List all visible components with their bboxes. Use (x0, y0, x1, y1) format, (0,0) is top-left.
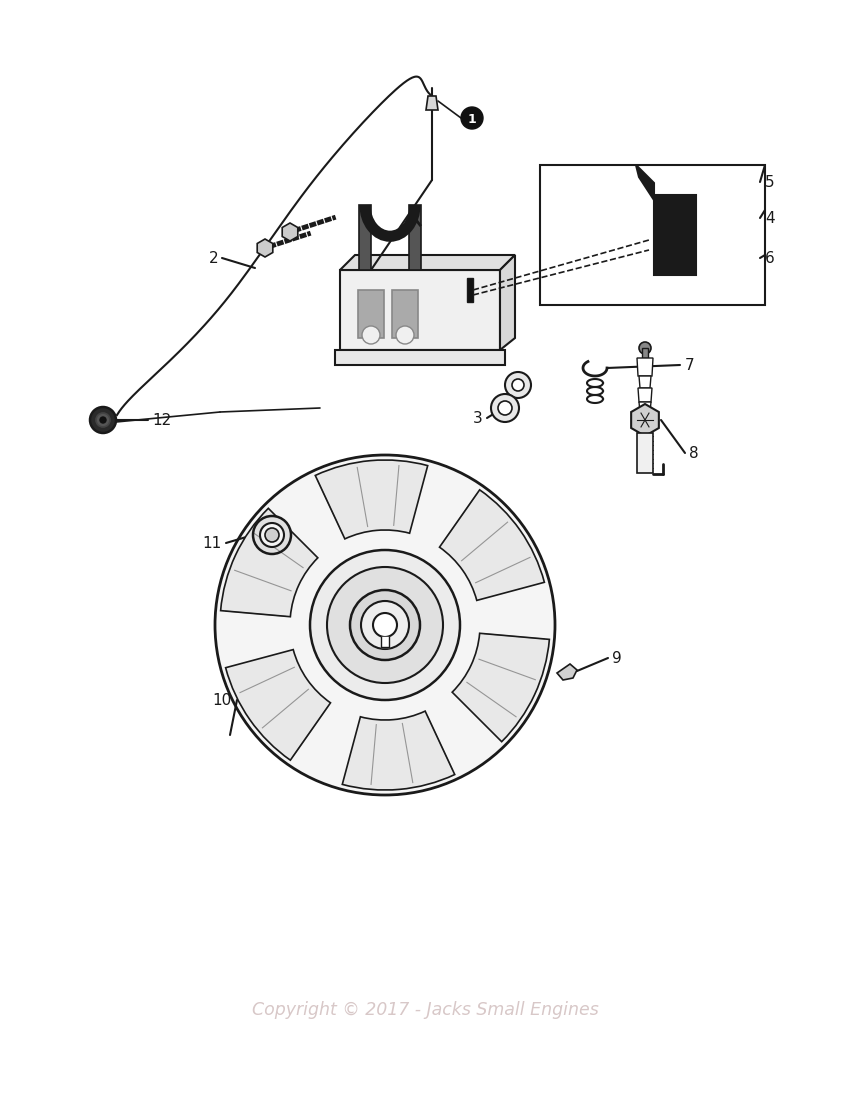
Polygon shape (340, 270, 500, 350)
Circle shape (491, 393, 519, 422)
Text: 1: 1 (468, 113, 476, 126)
Bar (654, 195, 696, 275)
Wedge shape (221, 508, 318, 616)
Polygon shape (632, 404, 659, 436)
Circle shape (350, 590, 420, 660)
Polygon shape (639, 376, 651, 388)
Circle shape (361, 601, 409, 649)
Text: Jacks
Small Engines: Jacks Small Engines (264, 566, 506, 634)
Text: 12: 12 (152, 412, 171, 427)
Circle shape (505, 372, 531, 398)
Polygon shape (381, 637, 389, 647)
Wedge shape (452, 633, 549, 742)
Circle shape (265, 528, 279, 542)
Circle shape (96, 413, 110, 427)
Wedge shape (225, 649, 331, 760)
Circle shape (260, 522, 284, 546)
Circle shape (100, 418, 106, 423)
Wedge shape (343, 712, 455, 790)
Polygon shape (340, 255, 515, 270)
Text: 7: 7 (685, 357, 694, 373)
Bar (467, 278, 473, 302)
Polygon shape (639, 402, 651, 412)
Text: 11: 11 (203, 536, 222, 551)
Bar (637, 433, 653, 473)
Circle shape (253, 516, 291, 554)
Circle shape (327, 567, 443, 683)
Text: 2: 2 (208, 250, 218, 266)
Circle shape (362, 326, 380, 344)
Circle shape (498, 401, 512, 415)
Polygon shape (500, 255, 515, 350)
Polygon shape (638, 388, 652, 402)
Polygon shape (638, 412, 652, 424)
Bar (359, 205, 371, 270)
Polygon shape (637, 359, 653, 376)
Wedge shape (439, 490, 544, 600)
Circle shape (396, 326, 414, 344)
Circle shape (310, 550, 460, 700)
Circle shape (461, 107, 483, 129)
Bar (540, 165, 765, 305)
Circle shape (512, 379, 524, 391)
Wedge shape (315, 460, 428, 539)
Polygon shape (557, 665, 577, 680)
Bar (358, 290, 384, 338)
Text: 3: 3 (473, 411, 483, 425)
Polygon shape (426, 96, 438, 110)
Text: 10: 10 (212, 693, 232, 707)
Circle shape (373, 613, 397, 637)
Polygon shape (636, 165, 654, 200)
Bar (409, 205, 421, 270)
Polygon shape (258, 239, 273, 257)
Text: 8: 8 (689, 446, 699, 460)
Bar (392, 290, 418, 338)
Polygon shape (282, 223, 297, 240)
Circle shape (90, 407, 116, 433)
Text: 6: 6 (765, 250, 774, 266)
Text: Copyright © 2017 - Jacks Small Engines: Copyright © 2017 - Jacks Small Engines (252, 1001, 598, 1019)
Text: 4: 4 (765, 211, 774, 225)
Text: 9: 9 (612, 650, 621, 666)
Circle shape (215, 455, 555, 795)
Bar (642, 348, 648, 359)
Circle shape (639, 342, 651, 354)
Text: 5: 5 (765, 175, 774, 189)
Bar (335, 350, 505, 365)
